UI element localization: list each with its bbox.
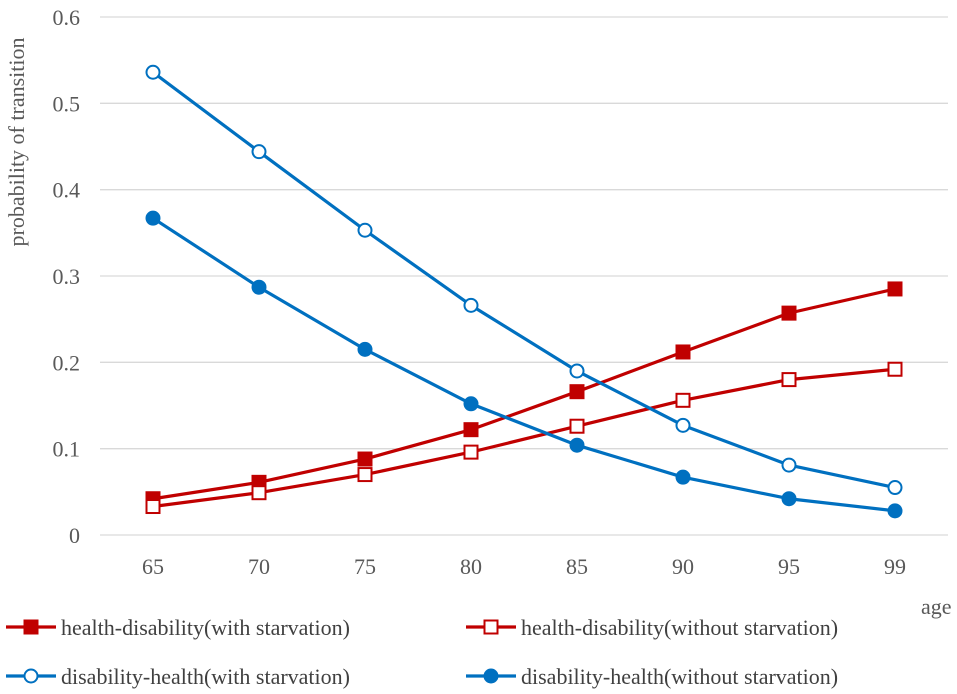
legend-label: disability-health(with starvation) — [61, 664, 350, 689]
data-point — [463, 422, 479, 438]
data-point — [887, 480, 903, 496]
data-point — [251, 279, 267, 295]
x-tick-label: 85 — [566, 554, 588, 579]
gridlines — [100, 16, 948, 536]
data-point — [675, 469, 691, 485]
legend-swatch-marker — [23, 668, 39, 684]
data-point — [887, 361, 903, 377]
data-point — [781, 372, 797, 388]
data-point — [145, 64, 161, 80]
data-point — [675, 392, 691, 408]
x-tick-label: 95 — [778, 554, 800, 579]
series-2 — [145, 361, 903, 515]
legend: health-disability(with starvation) health… — [6, 615, 838, 689]
x-tick-label: 90 — [672, 554, 694, 579]
legend-label: health-disability(with starvation) — [61, 615, 350, 640]
data-point — [357, 222, 373, 238]
data-point — [251, 485, 267, 501]
y-tick-label: 0.1 — [53, 437, 81, 462]
legend-swatch-marker — [23, 619, 39, 635]
data-point — [569, 363, 585, 379]
x-axis-ticks: 65 70 75 80 85 90 95 99 — [142, 554, 906, 579]
series-lines — [145, 64, 903, 519]
data-point — [569, 437, 585, 453]
x-tick-label: 99 — [884, 554, 906, 579]
data-point — [463, 396, 479, 412]
data-point — [145, 499, 161, 515]
x-tick-label: 80 — [460, 554, 482, 579]
data-point — [357, 341, 373, 357]
data-point — [781, 491, 797, 507]
data-point — [887, 503, 903, 519]
y-tick-label: 0.4 — [53, 178, 81, 203]
x-axis-title: age — [921, 594, 952, 619]
y-tick-label: 0.5 — [53, 91, 81, 116]
series-line — [152, 216, 896, 513]
data-point — [463, 297, 479, 313]
legend-label: health-disability(without starvation) — [521, 615, 838, 640]
x-tick-label: 65 — [142, 554, 164, 579]
data-point — [675, 344, 691, 360]
y-tick-label: 0.6 — [53, 5, 81, 30]
y-tick-label: 0.2 — [53, 350, 81, 375]
data-point — [357, 451, 373, 467]
data-point — [251, 144, 267, 160]
data-point — [781, 457, 797, 473]
data-point — [569, 384, 585, 400]
x-tick-label: 70 — [248, 554, 270, 579]
legend-label: disability-health(without starvation) — [521, 664, 838, 689]
series-line — [152, 287, 896, 501]
data-point — [887, 281, 903, 297]
legend-item: health-disability(with starvation) — [6, 615, 350, 640]
y-axis-title: probability of transition — [4, 38, 29, 247]
y-axis-ticks: 0 0.1 0.2 0.3 0.4 0.5 0.6 — [53, 5, 81, 548]
series-3 — [145, 64, 903, 496]
series-line — [152, 367, 896, 509]
data-point — [675, 417, 691, 433]
data-point — [781, 305, 797, 321]
series-line — [152, 70, 896, 490]
data-point — [357, 467, 373, 483]
data-point — [145, 210, 161, 226]
legend-item: health-disability(without starvation) — [466, 615, 838, 640]
legend-item: disability-health(without starvation) — [466, 664, 838, 689]
y-tick-label: 0.3 — [53, 264, 81, 289]
data-point — [463, 444, 479, 460]
legend-swatch-marker — [483, 619, 499, 635]
legend-swatch-marker — [483, 668, 499, 684]
data-point — [569, 418, 585, 434]
series-4 — [145, 210, 903, 519]
x-tick-label: 75 — [354, 554, 376, 579]
y-tick-label: 0 — [69, 523, 80, 548]
legend-item: disability-health(with starvation) — [6, 664, 350, 689]
